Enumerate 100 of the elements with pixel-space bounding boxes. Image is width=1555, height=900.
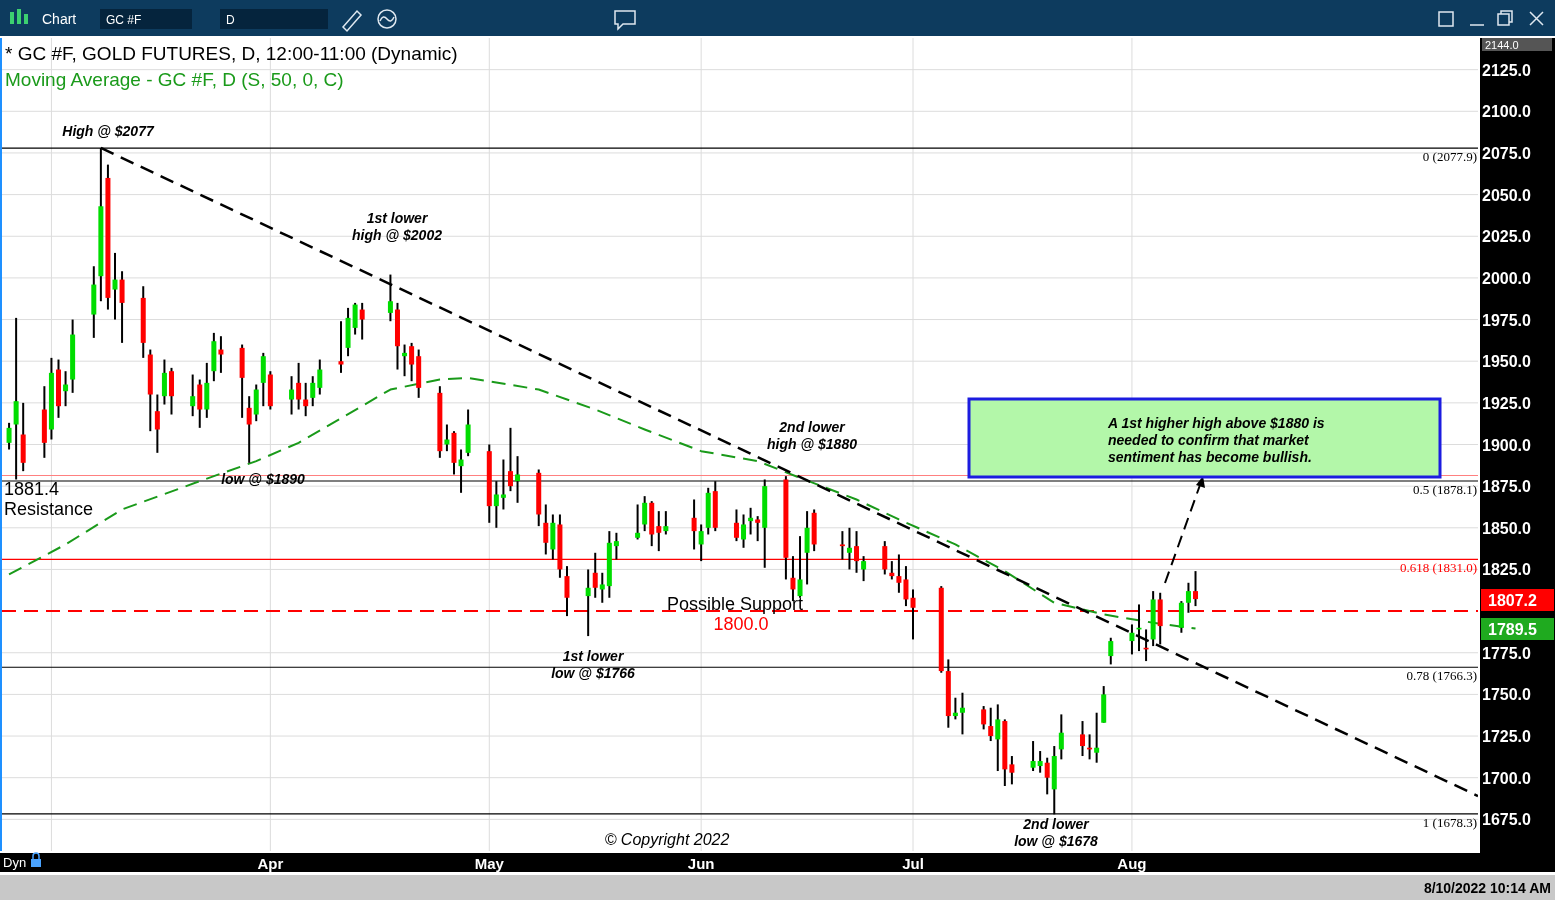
candlestick	[444, 423, 450, 453]
annotation: © Copyright 2022	[604, 831, 730, 848]
candlestick	[635, 503, 641, 541]
annotation: 1st lower low @ $1766	[551, 648, 636, 681]
candlestick	[959, 691, 965, 736]
candlestick	[1009, 755, 1015, 786]
candlestick	[6, 421, 12, 451]
candlestick	[656, 510, 662, 553]
ref-line-label: 1881.4 Resistance	[4, 479, 94, 520]
ref-line-label: 0 (2077.9)	[1422, 149, 1477, 165]
text: D	[226, 13, 235, 27]
candlestick	[599, 571, 605, 604]
candlestick	[387, 273, 393, 323]
annotation: Possible Support	[666, 594, 804, 614]
candlestick	[119, 270, 125, 344]
x-tick-label: Apr	[257, 855, 284, 872]
candlestick	[846, 526, 852, 571]
y-tick-label: 1725.0	[1482, 728, 1532, 746]
candlestick	[218, 335, 224, 374]
candlestick	[359, 301, 365, 341]
y-tick-label: 1975.0	[1482, 311, 1532, 329]
candlestick	[698, 523, 704, 563]
y-tick-label: 2050.0	[1482, 186, 1532, 204]
candlestick	[296, 361, 302, 411]
candlestick	[1037, 750, 1043, 774]
candlestick	[246, 395, 252, 464]
candlestick	[317, 358, 323, 396]
y-tick-label: 1675.0	[1482, 811, 1532, 829]
annotation: High @ $2077	[62, 123, 155, 139]
ref-line-label: 0.618 (1831.0)	[1400, 560, 1477, 576]
candlestick	[1129, 623, 1135, 656]
text: Moving Average - GC #F, D (S, 50, 0, C)	[5, 69, 344, 90]
candlestick	[352, 301, 358, 336]
y-tick-label: 1750.0	[1482, 686, 1532, 704]
ref-line-label: 1800.0	[713, 614, 769, 635]
x-tick-label: Jul	[902, 855, 924, 872]
text: 1789.5	[1488, 621, 1538, 638]
candlestick	[1030, 740, 1036, 773]
candlestick	[755, 515, 761, 543]
candlestick	[691, 498, 697, 551]
candlestick	[642, 495, 648, 533]
text: 1807.2	[1488, 592, 1538, 609]
candlestick	[303, 381, 309, 418]
candlestick	[663, 510, 669, 536]
annotation: A 1st higher high above $1880 is needed to confirm that market sentiment has become bullish.	[1107, 415, 1325, 465]
candlestick	[1080, 720, 1086, 758]
candlestick	[585, 568, 591, 638]
annotation: 2nd lower low @ $1678	[1014, 816, 1099, 849]
candlestick	[741, 513, 747, 549]
text: Chart	[42, 11, 77, 27]
candlestick	[543, 503, 549, 556]
ref-line-label: 0.78 (1766.3)	[1406, 668, 1477, 684]
y-tick-label: 2000.0	[1482, 269, 1532, 287]
y-tick-label: 2075.0	[1482, 144, 1532, 162]
ref-line-label: 0.5 (1878.1)	[1413, 481, 1477, 497]
y-tick-label: 1700.0	[1482, 769, 1532, 787]
candlestick	[1185, 581, 1191, 614]
candlestick	[289, 375, 295, 416]
y-tick-label: 1900.0	[1482, 436, 1532, 454]
annotation: low @ $1890	[221, 471, 306, 487]
x-tick-label: May	[474, 855, 505, 872]
y-tick-label: 1950.0	[1482, 353, 1532, 371]
candlestick	[1044, 756, 1050, 796]
candlestick	[1193, 570, 1199, 608]
candlestick	[154, 393, 160, 454]
text: 2144.0	[1485, 39, 1519, 51]
candlestick	[338, 320, 344, 374]
y-tick-label: 2100.0	[1482, 103, 1532, 121]
candlestick	[161, 358, 167, 406]
chart-title: * GC #F, GOLD FUTURES, D, 12:00-11:00 (Dynamic)	[5, 43, 458, 64]
candlestick	[190, 373, 196, 418]
candlestick	[903, 565, 909, 608]
candlestick	[988, 706, 994, 743]
candlestick	[995, 703, 1001, 773]
candlestick	[409, 341, 415, 383]
y-tick-label: 1825.0	[1482, 561, 1532, 579]
candlestick	[1058, 713, 1064, 761]
candlestick	[981, 705, 987, 731]
x-tick-label: Aug	[1117, 855, 1147, 872]
candlestick	[112, 251, 118, 321]
text: GC #F	[106, 13, 142, 27]
y-tick-label: 1850.0	[1482, 519, 1532, 537]
candlestick	[861, 555, 867, 583]
y-tick-label: 1875.0	[1482, 478, 1532, 496]
candlestick	[63, 370, 69, 408]
text: 8/10/2022 10:14 AM	[1423, 880, 1551, 896]
annotation: 2nd lower high @ $1880	[767, 419, 858, 452]
candlestick	[613, 531, 619, 561]
y-tick-label: 2025.0	[1482, 228, 1532, 246]
ref-line-label: 1 (1678.3)	[1422, 814, 1477, 830]
candlestick	[1094, 711, 1100, 764]
y-tick-label: 1925.0	[1482, 394, 1532, 412]
y-tick-label: 2125.0	[1482, 61, 1532, 79]
x-tick-label: Jun	[687, 855, 715, 872]
annotation: 1st lower high @ $2002	[352, 210, 443, 243]
candlestick	[797, 535, 803, 599]
text: Dyn	[3, 855, 27, 870]
candlestick	[733, 508, 739, 543]
candlestick	[1108, 636, 1114, 666]
y-tick-label: 1775.0	[1482, 644, 1532, 662]
